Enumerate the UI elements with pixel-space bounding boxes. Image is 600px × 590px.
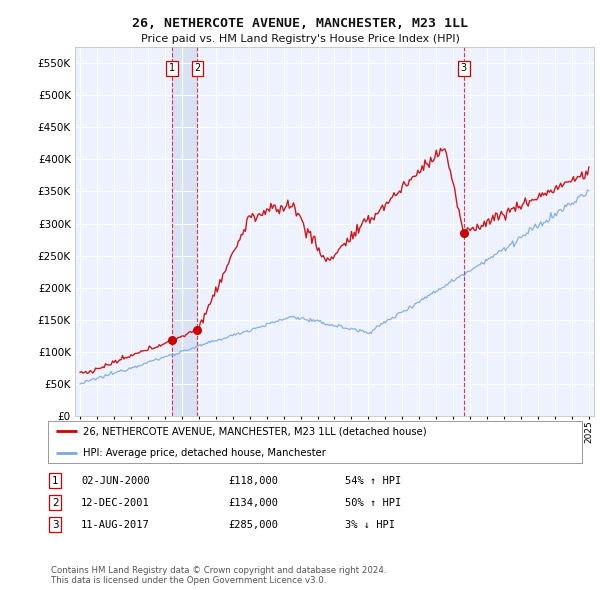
Text: 54% ↑ HPI: 54% ↑ HPI [345, 476, 401, 486]
Bar [172, 47, 197, 416]
Text: 26, NETHERCOTE AVENUE, MANCHESTER, M23 1LL: 26, NETHERCOTE AVENUE, MANCHESTER, M23 1… [132, 17, 468, 30]
Text: 50% ↑ HPI: 50% ↑ HPI [345, 498, 401, 507]
Text: 11-AUG-2017: 11-AUG-2017 [81, 520, 150, 529]
Text: Contains HM Land Registry data © Crown copyright and database right 2024.
This d: Contains HM Land Registry data © Crown c… [51, 566, 386, 585]
Text: 26, NETHERCOTE AVENUE, MANCHESTER, M23 1LL (detached house): 26, NETHERCOTE AVENUE, MANCHESTER, M23 1… [83, 427, 427, 436]
Text: HPI: Average price, detached house, Manchester: HPI: Average price, detached house, Manc… [83, 448, 326, 457]
Text: 3: 3 [52, 520, 59, 529]
Text: £285,000: £285,000 [228, 520, 278, 529]
Text: 12-DEC-2001: 12-DEC-2001 [81, 498, 150, 507]
Text: Price paid vs. HM Land Registry's House Price Index (HPI): Price paid vs. HM Land Registry's House … [140, 34, 460, 44]
Text: 3: 3 [461, 63, 467, 73]
Text: 02-JUN-2000: 02-JUN-2000 [81, 476, 150, 486]
Text: 3% ↓ HPI: 3% ↓ HPI [345, 520, 395, 529]
Text: 1: 1 [52, 476, 59, 486]
Text: 2: 2 [194, 63, 200, 73]
Text: £118,000: £118,000 [228, 476, 278, 486]
Text: 2: 2 [52, 498, 59, 507]
Text: 1: 1 [169, 63, 175, 73]
Text: £134,000: £134,000 [228, 498, 278, 507]
